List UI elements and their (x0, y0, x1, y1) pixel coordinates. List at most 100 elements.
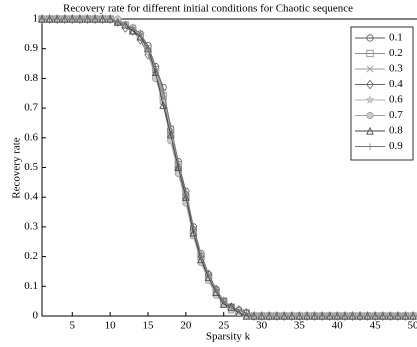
marker (159, 87, 167, 94)
marker (366, 79, 374, 90)
marker (175, 158, 182, 165)
series (38, 15, 417, 320)
marker (53, 15, 61, 23)
y-tick-label: 0.3 (24, 220, 38, 232)
marker (46, 15, 53, 23)
x-tick-label: 20 (180, 320, 192, 332)
marker (365, 95, 375, 104)
legend-box (350, 26, 414, 161)
marker (366, 49, 374, 58)
legend-label: 0.9 (389, 140, 403, 152)
marker (356, 312, 364, 320)
marker (318, 312, 326, 320)
y-tick-label: 0.5 (24, 161, 38, 173)
marker (242, 311, 251, 320)
marker (152, 63, 159, 70)
marker (258, 312, 265, 320)
marker (197, 253, 205, 260)
marker (250, 312, 258, 320)
legend-label: 0.6 (389, 94, 403, 106)
x-tick-label: 40 (332, 320, 344, 332)
x-tick-label: 5 (70, 320, 76, 332)
marker (366, 111, 374, 120)
marker (38, 15, 46, 23)
marker (144, 45, 152, 52)
marker (366, 126, 374, 135)
marker (182, 193, 190, 201)
y-tick-label: 0 (33, 310, 39, 322)
marker (190, 223, 197, 231)
legend-label: 0.2 (389, 47, 403, 59)
x-tick-label: 50 (408, 320, 417, 332)
marker (243, 309, 250, 317)
marker (122, 21, 129, 29)
marker (219, 300, 228, 308)
x-tick-label: 25 (218, 320, 230, 332)
legend-label: 0.8 (389, 125, 403, 137)
marker (334, 312, 341, 320)
y-tick-label: 0.4 (24, 191, 38, 203)
y-tick-label: 0.8 (24, 72, 38, 84)
legend-label: 0.1 (389, 32, 403, 44)
marker (220, 297, 227, 305)
marker (228, 303, 235, 311)
marker (114, 18, 121, 26)
marker (91, 15, 99, 23)
chart-title: Recovery rate for different initial cond… (63, 3, 353, 15)
marker (159, 101, 167, 109)
marker (394, 312, 402, 320)
marker (409, 312, 417, 320)
x-tick-label: 35 (294, 320, 306, 332)
y-tick-label: 0.9 (24, 42, 38, 54)
legend-label: 0.4 (389, 78, 403, 90)
x-tick-label: 30 (256, 320, 268, 332)
x-tick-label: 15 (143, 320, 155, 332)
y-axis-label: Recovery rate (11, 137, 23, 198)
marker (303, 312, 311, 320)
marker (106, 15, 114, 23)
marker (205, 271, 212, 278)
marker (84, 15, 91, 23)
x-tick-label: 10 (105, 320, 117, 332)
marker (349, 312, 356, 320)
marker (273, 312, 280, 320)
marker (402, 312, 409, 320)
marker (182, 191, 190, 198)
y-tick-label: 0.6 (24, 131, 38, 143)
x-axis-label: Sparsity k (206, 331, 251, 343)
marker (364, 312, 371, 320)
marker (159, 92, 167, 100)
marker (167, 122, 174, 130)
legend-label: 0.7 (389, 109, 403, 121)
marker (296, 312, 303, 320)
marker (379, 312, 386, 320)
marker (99, 15, 106, 23)
legend-label: 0.3 (389, 63, 403, 75)
marker (311, 312, 318, 320)
y-tick-label: 1 (33, 13, 39, 25)
marker (129, 24, 137, 32)
marker (137, 30, 144, 38)
marker (366, 34, 374, 42)
y-tick-label: 0.7 (24, 102, 38, 114)
marker (341, 312, 349, 320)
marker (69, 15, 76, 23)
marker (158, 88, 168, 98)
marker (61, 15, 68, 23)
marker (326, 312, 333, 320)
marker (235, 306, 243, 314)
y-tick-label: 0.1 (24, 280, 38, 292)
marker (387, 312, 394, 320)
x-tick-label: 45 (370, 320, 382, 332)
y-tick-label: 0.2 (24, 250, 38, 262)
marker (281, 312, 288, 320)
marker (366, 65, 374, 73)
marker (366, 143, 374, 150)
legend: 0.1 0.2 0.3 0.4 0.6 0.7 0.8 0.9 (350, 26, 414, 161)
marker (265, 312, 273, 320)
marker (129, 26, 137, 35)
marker (371, 312, 379, 320)
marker (212, 286, 220, 293)
